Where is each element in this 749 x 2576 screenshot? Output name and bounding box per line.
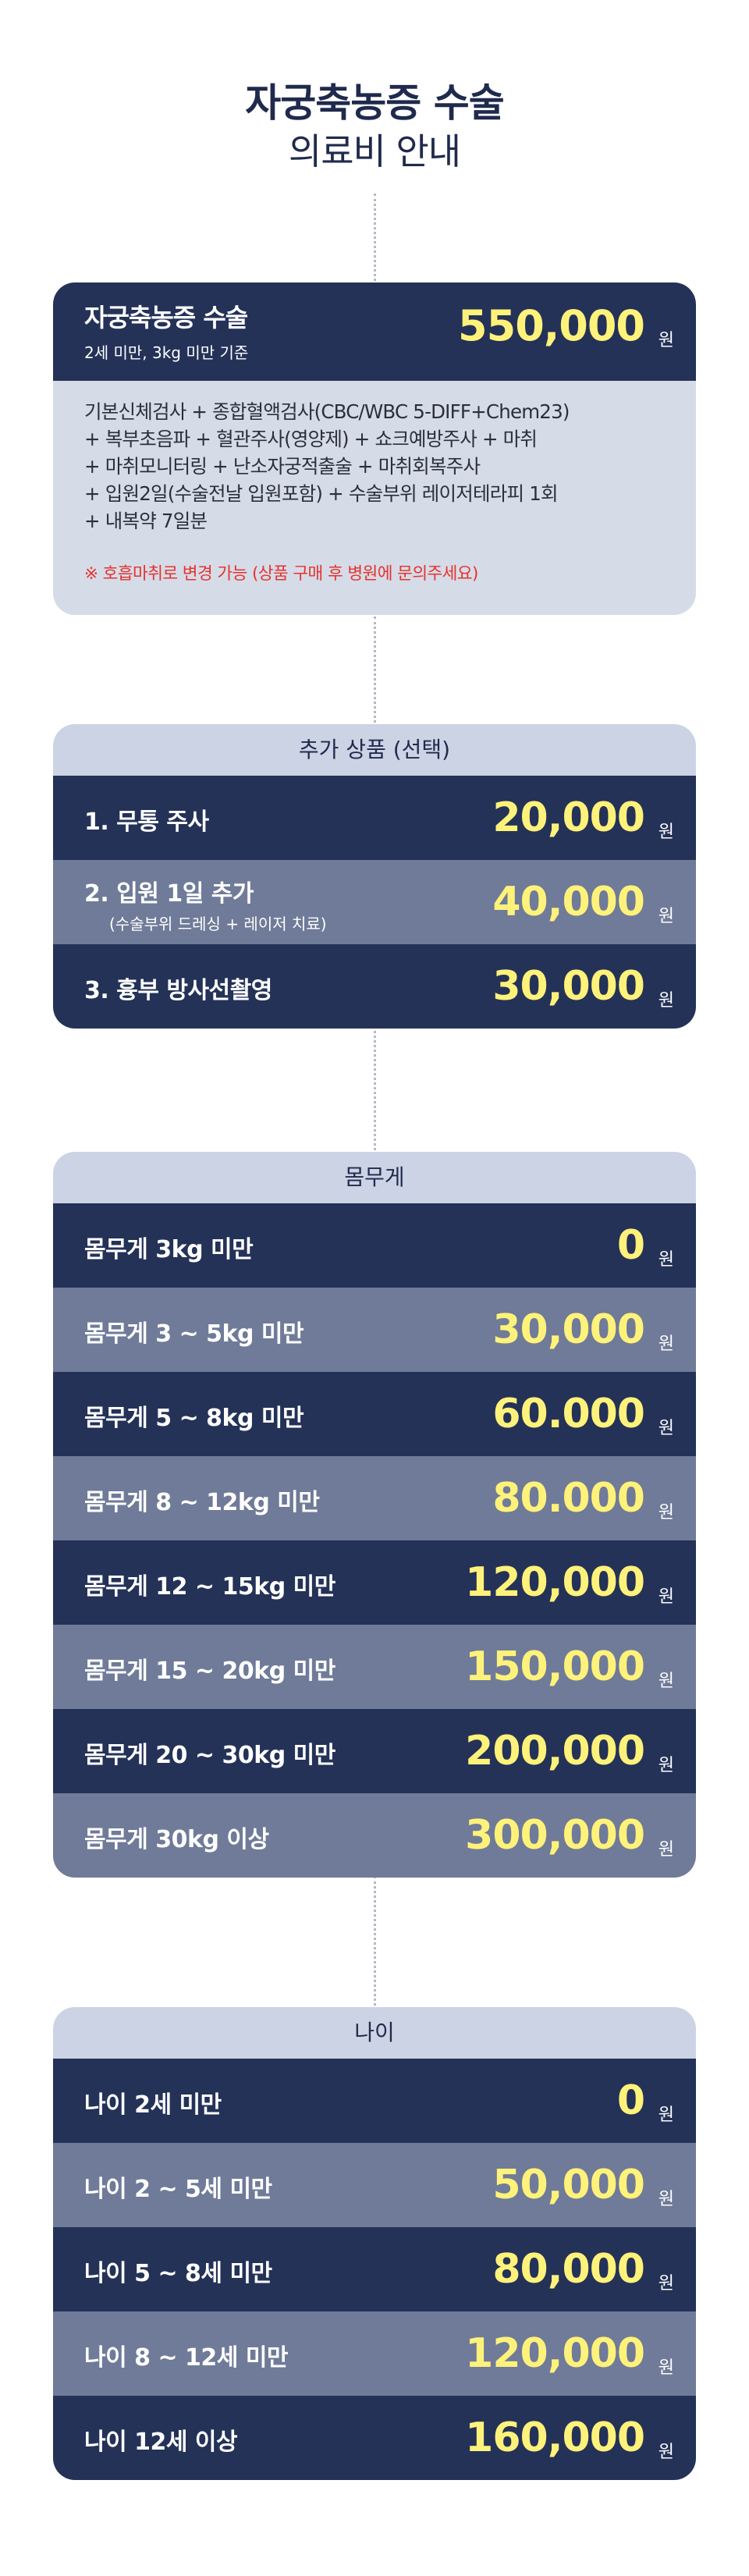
weight-label: 몸무게 20 ~ 30kg 미만 <box>84 1742 335 1769</box>
addon-card: 추가 상품 (선택) 1. 무통 주사 20,000 원 2. 입원 1일 추가… <box>53 724 696 1029</box>
currency-unit: 원 <box>658 1672 674 1691</box>
age-price: 80,000 <box>492 2246 645 2293</box>
weight-label: 몸무게 5 ~ 8kg 미만 <box>84 1405 304 1432</box>
currency-unit: 원 <box>658 1334 674 1354</box>
currency-unit: 원 <box>658 2105 674 2125</box>
currency-unit: 원 <box>658 823 674 842</box>
weight-row: 몸무게 8 ~ 12kg 미만 80.000 원 <box>53 1456 696 1540</box>
weight-price: 200,000 <box>465 1728 645 1775</box>
addon-sublabel: (수술부위 드레싱 + 레이저 치료) <box>109 915 327 933</box>
weight-label: 몸무게 3kg 미만 <box>84 1236 254 1263</box>
weight-label: 몸무게 15 ~ 20kg 미만 <box>84 1658 335 1685</box>
weight-price: 0 <box>616 1222 645 1269</box>
procedure-price: 550,000 <box>458 301 645 350</box>
age-price: 0 <box>616 2077 645 2124</box>
age-label: 나이 5 ~ 8세 미만 <box>84 2260 272 2287</box>
includes-line: + 내복약 7일분 <box>84 510 208 532</box>
weight-label: 몸무게 12 ~ 15kg 미만 <box>84 1573 335 1601</box>
currency-unit: 원 <box>658 1756 674 1775</box>
currency-unit: 원 <box>658 2443 674 2462</box>
procedure-condition: 2세 미만, 3kg 미만 기준 <box>84 343 249 362</box>
weight-row: 몸무게 3kg 미만 0 원 <box>53 1203 696 1288</box>
age-price: 120,000 <box>465 2330 645 2377</box>
addon-label: 3. 흉부 방사선촬영 <box>84 977 272 1004</box>
addon-section-title: 추가 상품 (선택) <box>53 724 696 776</box>
procedure-name: 자궁축농증 수술 <box>84 303 248 332</box>
weight-row: 몸무게 15 ~ 20kg 미만 150,000 원 <box>53 1625 696 1709</box>
page-title: 자궁축농증 수술 <box>245 80 504 126</box>
addon-row: 1. 무통 주사 20,000 원 <box>53 776 696 860</box>
divider-line <box>374 616 376 723</box>
weight-row: 몸무게 5 ~ 8kg 미만 60.000 원 <box>53 1372 696 1456</box>
divider-line <box>374 194 376 281</box>
procedure-note: ※ 호흡마취로 변경 가능 (상품 구매 후 병원에 문의주세요) <box>84 564 478 584</box>
weight-label: 몸무게 30kg 이상 <box>84 1826 269 1853</box>
weight-label: 몸무게 8 ~ 12kg 미만 <box>84 1489 320 1516</box>
divider-line <box>374 1876 376 2006</box>
weight-price: 300,000 <box>465 1812 645 1859</box>
weight-row: 몸무게 12 ~ 15kg 미만 120,000 원 <box>53 1540 696 1625</box>
currency-unit: 원 <box>658 1503 674 1523</box>
weight-price: 30,000 <box>492 1306 645 1353</box>
includes-line: 기본신체검사 + 종합혈액검사(CBC/WBC 5-DIFF+Chem23) <box>84 400 570 423</box>
currency-unit: 원 <box>658 1840 674 1860</box>
weight-card: 몸무게 몸무게 3kg 미만 0 원 몸무게 3 ~ 5kg 미만 30,000… <box>53 1152 696 1878</box>
currency-unit: 원 <box>658 1250 674 1270</box>
age-label: 나이 12세 이상 <box>84 2429 238 2456</box>
weight-price: 120,000 <box>465 1559 645 1606</box>
divider-line <box>374 1025 376 1150</box>
weight-row: 몸무게 30kg 이상 300,000 원 <box>53 1793 696 1878</box>
age-row: 나이 2세 미만 0 원 <box>53 2059 696 2143</box>
main-procedure-header: 자궁축농증 수술 2세 미만, 3kg 미만 기준 550,000 원 <box>53 282 696 381</box>
age-row: 나이 12세 이상 160,000 원 <box>53 2396 696 2480</box>
weight-row: 몸무게 20 ~ 30kg 미만 200,000 원 <box>53 1709 696 1793</box>
addon-price: 20,000 <box>492 794 645 841</box>
weight-section-title: 몸무게 <box>53 1152 696 1203</box>
currency-unit: 원 <box>658 907 674 926</box>
currency-unit: 원 <box>658 991 674 1011</box>
addon-label: 2. 입원 1일 추가 <box>84 880 254 908</box>
addon-row: 2. 입원 1일 추가 (수술부위 드레싱 + 레이저 치료) 40,000 원 <box>53 860 696 944</box>
age-row: 나이 2 ~ 5세 미만 50,000 원 <box>53 2143 696 2227</box>
age-price: 160,000 <box>465 2414 645 2461</box>
weight-price: 60.000 <box>492 1391 645 1437</box>
age-row: 나이 5 ~ 8세 미만 80,000 원 <box>53 2227 696 2311</box>
addon-label: 1. 무통 주사 <box>84 808 209 836</box>
addon-price: 40,000 <box>492 879 645 926</box>
addon-row: 3. 흉부 방사선촬영 30,000 원 <box>53 944 696 1029</box>
page-subtitle: 의료비 안내 <box>288 130 461 172</box>
age-section-title: 나이 <box>53 2007 696 2059</box>
age-label: 나이 2 ~ 5세 미만 <box>84 2176 272 2203</box>
age-card: 나이 나이 2세 미만 0 원 나이 2 ~ 5세 미만 50,000 원 나이… <box>53 2007 696 2480</box>
includes-line: + 마취모니터링 + 난소자궁적출술 + 마취회복주사 <box>84 455 481 478</box>
age-row: 나이 8 ~ 12세 미만 120,000 원 <box>53 2311 696 2396</box>
weight-price: 80.000 <box>492 1475 645 1522</box>
weight-row: 몸무게 3 ~ 5kg 미만 30,000 원 <box>53 1288 696 1372</box>
currency-unit: 원 <box>658 2190 674 2209</box>
includes-line: + 입원2일(수술전날 입원포함) + 수술부위 레이저테라피 1회 <box>84 482 559 505</box>
age-label: 나이 8 ~ 12세 미만 <box>84 2344 289 2372</box>
currency-unit: 원 <box>658 1419 674 1438</box>
includes-line: + 복부초음파 + 혈관주사(영양제) + 쇼크예방주사 + 마취 <box>84 428 538 450</box>
addon-price: 30,000 <box>492 963 645 1010</box>
currency-unit: 원 <box>658 1587 674 1607</box>
weight-label: 몸무게 3 ~ 5kg 미만 <box>84 1320 304 1348</box>
weight-price: 150,000 <box>465 1643 645 1690</box>
procedure-includes: 기본신체검사 + 종합혈액검사(CBC/WBC 5-DIFF+Chem23) +… <box>84 398 685 535</box>
main-procedure-card: 자궁축농증 수술 2세 미만, 3kg 미만 기준 550,000 원 기본신체… <box>53 282 696 615</box>
currency-unit: 원 <box>658 2274 674 2294</box>
age-price: 50,000 <box>492 2162 645 2208</box>
currency-unit: 원 <box>658 331 674 350</box>
currency-unit: 원 <box>658 2358 674 2378</box>
age-label: 나이 2세 미만 <box>84 2091 222 2119</box>
